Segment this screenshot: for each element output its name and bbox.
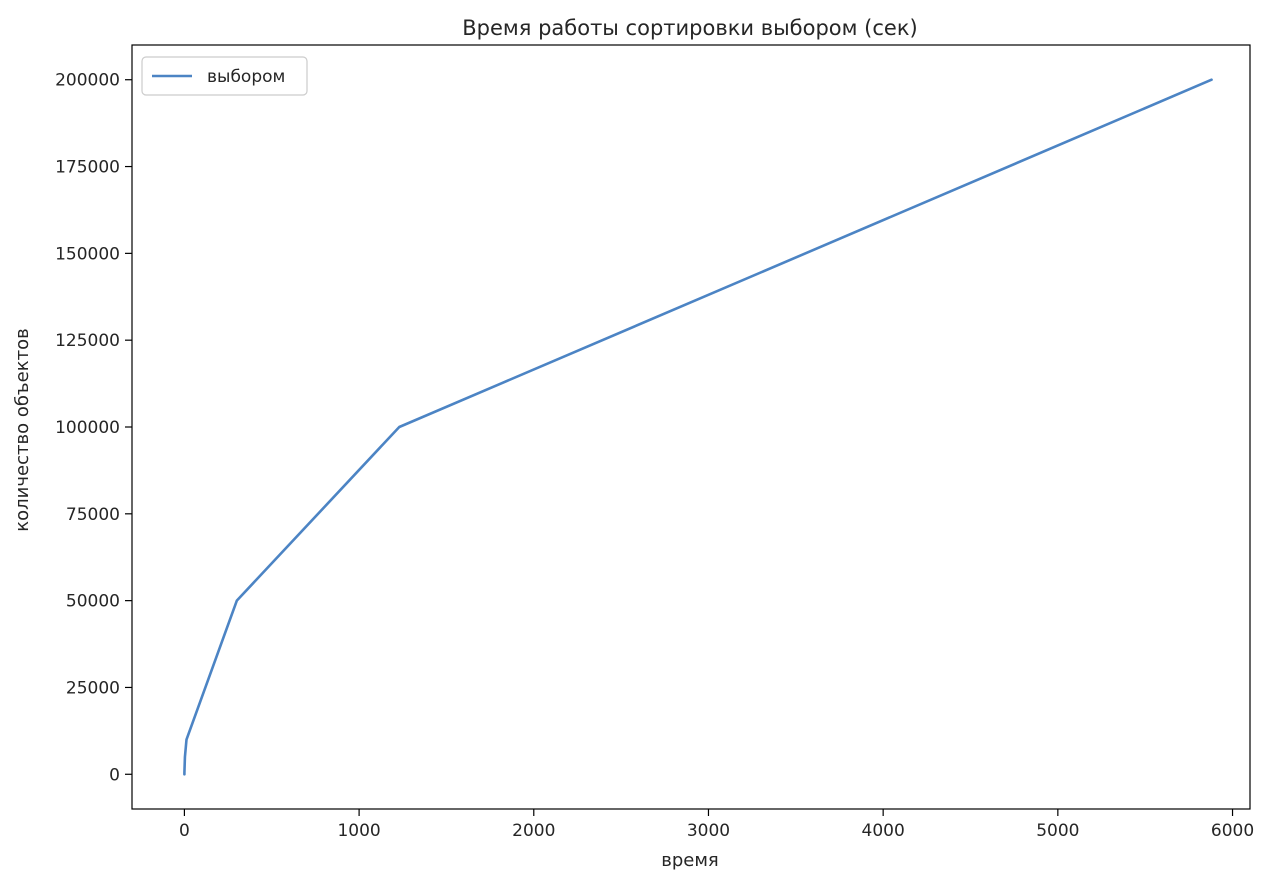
x-tick-label: 1000 [337,821,380,841]
y-tick-label: 175000 [55,158,120,178]
y-tick-label: 200000 [55,71,120,91]
x-tick-label: 5000 [1036,821,1079,841]
y-tick-label: 25000 [66,678,120,698]
y-tick-label: 50000 [66,592,120,612]
series-line-1 [183,78,1213,776]
x-tick-label: 0 [179,821,190,841]
x-tick-label: 4000 [862,821,905,841]
y-tick-label: 125000 [55,331,120,351]
x-axis-label: время [661,850,719,871]
y-tick-label: 100000 [55,418,120,438]
y-tick-label: 150000 [55,244,120,264]
legend-label: выбором [207,67,285,87]
y-tick-label: 75000 [66,505,120,525]
legend-box [141,56,308,96]
chart-title: Время работы сортировки выбором (сек) [462,16,917,40]
plot-area: 0 1000 2000 3000 4000 5000 6000 0 25000 50000 7500… [55,44,1254,841]
x-tick-label: 3000 [687,821,730,841]
x-tick-label: 2000 [512,821,555,841]
y-axis-label: количество объектов [12,328,33,531]
x-tick-label: 6000 [1211,821,1254,841]
y-tick-label: 0 [109,765,120,785]
